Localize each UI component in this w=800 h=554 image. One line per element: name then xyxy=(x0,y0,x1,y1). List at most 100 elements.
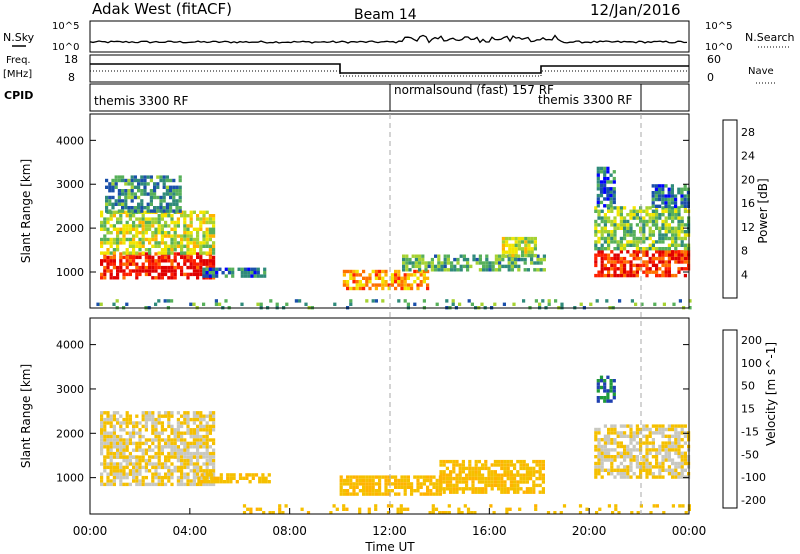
data-cell xyxy=(655,247,659,251)
data-cell xyxy=(119,445,123,449)
data-cell xyxy=(525,463,529,467)
data-cell xyxy=(119,438,123,442)
data-cell xyxy=(365,478,369,483)
data-cell xyxy=(485,257,489,262)
data-cell xyxy=(667,187,671,191)
data-cell xyxy=(103,445,107,449)
data-cell xyxy=(520,257,524,262)
data-cell xyxy=(661,441,665,445)
data-cell xyxy=(202,251,206,255)
data-cell xyxy=(603,190,607,194)
data-cell xyxy=(658,424,662,428)
data-cell xyxy=(504,254,508,258)
data-cell xyxy=(680,187,684,191)
data-cell xyxy=(205,469,209,473)
data-cell xyxy=(509,480,513,484)
data-cell xyxy=(149,189,153,193)
data-cell xyxy=(435,302,439,306)
data-cell xyxy=(511,250,515,254)
data-cell xyxy=(208,417,212,422)
data-cell xyxy=(144,448,148,452)
data-cell xyxy=(368,273,372,277)
data-cell xyxy=(196,472,200,476)
data-cell xyxy=(180,421,184,425)
data-cell xyxy=(527,247,531,251)
data-cell xyxy=(121,199,125,203)
data-cell xyxy=(471,466,475,471)
data-cell xyxy=(629,233,633,237)
data-cell xyxy=(603,187,607,191)
data-cell xyxy=(189,451,193,456)
data-cell xyxy=(421,257,425,262)
data-cell xyxy=(680,427,684,432)
data-cell xyxy=(119,462,123,466)
data-cell xyxy=(474,470,478,474)
data-cell xyxy=(632,270,636,274)
data-cell xyxy=(645,250,649,254)
data-cell xyxy=(180,431,184,435)
data-cell xyxy=(167,248,171,252)
data-cell xyxy=(449,480,453,484)
data-cell xyxy=(632,444,636,449)
data-cell xyxy=(597,444,601,449)
data-cell xyxy=(183,210,187,214)
data-cell xyxy=(138,431,142,435)
data-cell xyxy=(610,236,614,241)
data-cell xyxy=(522,299,526,303)
data-cell xyxy=(603,441,607,445)
data-cell xyxy=(222,480,227,484)
data-cell xyxy=(664,468,668,472)
data-cell xyxy=(504,264,508,269)
data-cell xyxy=(535,459,539,464)
data-cell xyxy=(117,202,121,206)
data-cell xyxy=(151,262,155,266)
data-cell xyxy=(141,269,145,273)
data-cell xyxy=(630,511,634,515)
velocity-ylabel: Slant Range [km] xyxy=(19,364,33,468)
cpid-segment-1: themis 3300 RF xyxy=(94,94,188,108)
data-cell xyxy=(639,209,643,213)
data-cell xyxy=(651,184,655,188)
data-cell xyxy=(167,255,171,260)
data-cell xyxy=(199,244,203,248)
data-cell xyxy=(645,448,649,452)
data-cell xyxy=(165,185,169,189)
data-cell xyxy=(513,476,517,481)
data-cell xyxy=(680,438,684,442)
data-cell xyxy=(671,441,675,445)
data-cell xyxy=(616,243,620,247)
data-cell xyxy=(135,272,139,277)
data-cell xyxy=(597,253,601,257)
data-cell xyxy=(507,257,511,262)
data-cell xyxy=(458,473,462,477)
data-cell xyxy=(645,438,649,442)
colorbar-tick-label: -100 xyxy=(741,471,766,484)
data-cell xyxy=(165,202,169,206)
data-cell xyxy=(422,280,426,284)
data-cell xyxy=(671,273,675,278)
data-cell xyxy=(148,259,152,263)
data-cell xyxy=(630,299,634,303)
data-cell xyxy=(655,209,659,213)
data-cell xyxy=(362,489,366,493)
data-cell xyxy=(358,511,362,515)
data-cell xyxy=(680,424,684,428)
data-cell xyxy=(173,451,177,456)
data-cell xyxy=(148,272,152,277)
data-cell xyxy=(408,261,412,265)
data-cell xyxy=(635,441,639,445)
data-cell xyxy=(112,424,116,429)
data-cell xyxy=(141,451,145,456)
data-cell xyxy=(484,487,488,491)
data-cell xyxy=(613,448,617,452)
data-cell xyxy=(538,459,542,464)
data-cell xyxy=(125,210,129,214)
data-cell xyxy=(600,448,604,452)
data-cell xyxy=(623,455,627,459)
data-cell xyxy=(394,478,398,483)
data-cell xyxy=(170,237,174,242)
data-cell xyxy=(109,259,113,263)
data-cell xyxy=(629,267,633,271)
data-cell xyxy=(122,276,126,280)
